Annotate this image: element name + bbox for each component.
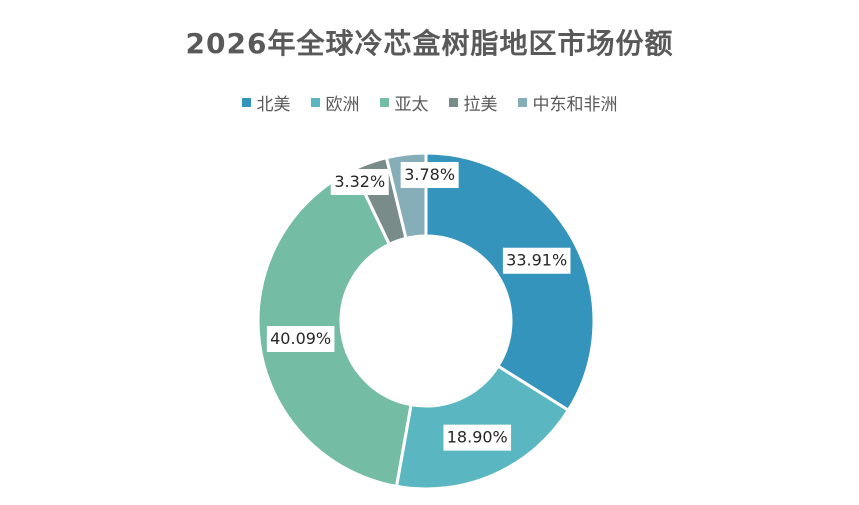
legend-item-middle-east-africa: 中东和非洲 [517, 90, 618, 115]
svg-text:40.09%: 40.09% [270, 329, 331, 348]
legend-item-europe: 欧洲 [310, 90, 360, 115]
data-label: 3.32% [330, 168, 389, 195]
legend-swatch [517, 98, 527, 107]
legend-item-asia-pacific: 亚太 [379, 90, 429, 115]
slice-2 [256, 167, 413, 489]
legend-swatch [448, 98, 458, 107]
legend-swatch [379, 98, 389, 107]
legend-item-latin-america: 拉美 [448, 90, 498, 115]
legend-label: 中东和非洲 [532, 95, 618, 115]
legend-label: 欧洲 [325, 95, 360, 115]
data-label: 18.90% [443, 424, 512, 451]
legend-swatch [241, 98, 251, 107]
data-label: 33.91% [502, 247, 571, 274]
svg-text:3.78%: 3.78% [404, 165, 455, 184]
data-label: 40.09% [266, 325, 335, 352]
chart-title: 2026年全球冷芯盒树脂地区市场份额 [185, 27, 674, 60]
legend-label: 北美 [256, 95, 291, 115]
data-label: 3.78% [400, 161, 459, 188]
svg-text:3.32%: 3.32% [334, 172, 385, 191]
legend-label: 亚太 [394, 95, 429, 115]
legend-item-north-america: 北美 [241, 90, 291, 115]
legend: 北美 欧洲 亚太 拉美 中东和非洲 [0, 90, 859, 115]
svg-text:18.90%: 18.90% [447, 428, 508, 447]
slice-0 [424, 151, 596, 413]
legend-label: 拉美 [463, 95, 498, 115]
svg-text:33.91%: 33.91% [506, 251, 567, 270]
legend-swatch [310, 98, 320, 107]
